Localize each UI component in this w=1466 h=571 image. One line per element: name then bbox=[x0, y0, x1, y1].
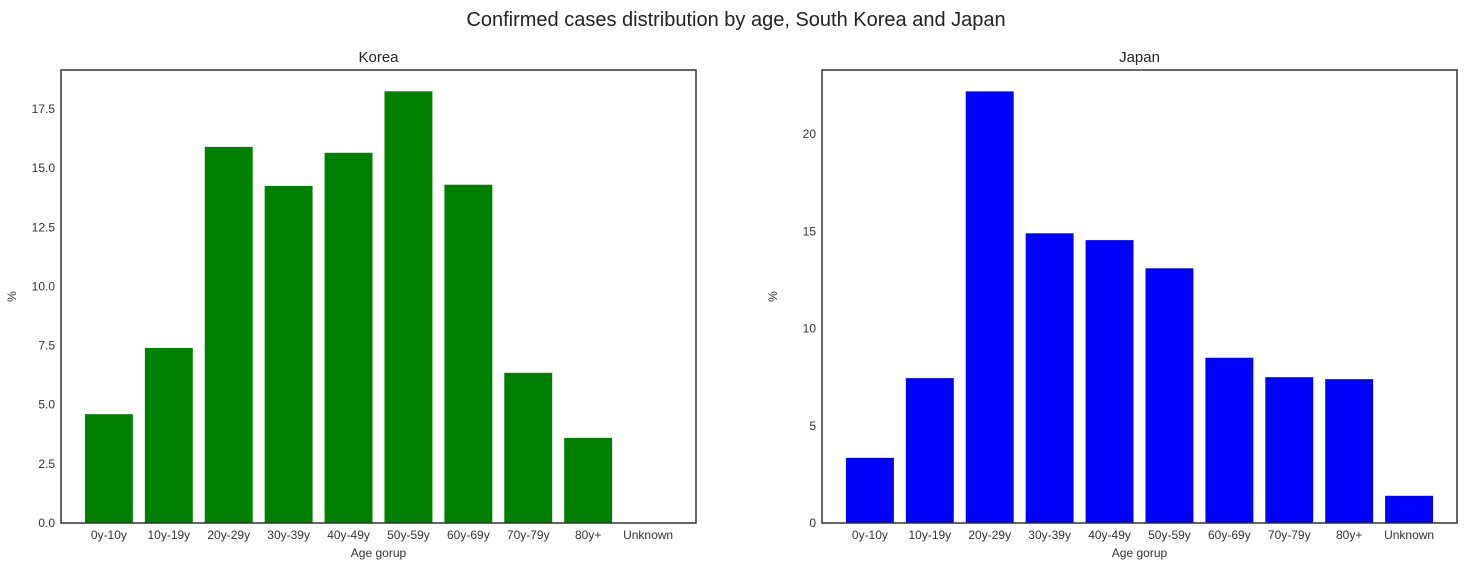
korea-bar-0 bbox=[84, 414, 133, 523]
korea-bar-5 bbox=[384, 91, 433, 523]
korea-ytick-label: 0.0 bbox=[38, 516, 55, 530]
japan-ytick-label: 15 bbox=[803, 224, 817, 238]
japan-bar-2 bbox=[965, 91, 1014, 523]
korea-xtick-label: 40y-49y bbox=[327, 528, 370, 542]
japan-ylabel: % bbox=[766, 291, 780, 302]
korea-ylabel: % bbox=[5, 291, 19, 302]
korea-xtick-label: Unknown bbox=[623, 528, 673, 542]
japan-bar-6 bbox=[1205, 357, 1254, 523]
japan-xtick-label: 40y-49y bbox=[1088, 528, 1131, 542]
korea-ytick-label: 17.5 bbox=[32, 102, 56, 116]
korea-ytick-label: 2.5 bbox=[38, 457, 55, 471]
japan-bar-3 bbox=[1025, 233, 1074, 523]
japan-ytick-label: 5 bbox=[809, 419, 816, 433]
korea-bar-4 bbox=[324, 152, 373, 524]
japan-title: Japan bbox=[1119, 49, 1160, 66]
japan-ytick-label: 10 bbox=[803, 322, 817, 336]
japan-axes-frame bbox=[821, 69, 1458, 524]
korea-xtick-label: 50y-59y bbox=[387, 528, 430, 542]
japan-bar-4 bbox=[1085, 240, 1134, 523]
korea-bar-7 bbox=[504, 372, 553, 523]
korea-bar-6 bbox=[444, 184, 493, 524]
japan-ytick-label: 0 bbox=[809, 516, 816, 530]
japan-xtick-label: 0y-10y bbox=[852, 528, 888, 542]
japan-bar-0 bbox=[845, 457, 894, 523]
korea-xtick-label: 70y-79y bbox=[507, 528, 550, 542]
japan-bar-5 bbox=[1145, 268, 1194, 523]
japan-ytick-label: 20 bbox=[803, 127, 817, 141]
korea-ytick-label: 10.0 bbox=[32, 279, 56, 293]
korea-ytick-label: 7.5 bbox=[38, 339, 55, 353]
korea-axes-frame bbox=[60, 69, 697, 524]
japan-bar-9 bbox=[1385, 495, 1434, 523]
japan-bar-1 bbox=[905, 378, 954, 523]
japan-xlabel: Age gorup bbox=[1112, 546, 1168, 560]
japan-xtick-label: 60y-69y bbox=[1208, 528, 1251, 542]
korea-bar-2 bbox=[204, 146, 253, 523]
korea-bar-1 bbox=[144, 347, 193, 523]
korea-ytick-label: 12.5 bbox=[32, 220, 56, 234]
korea-ytick-label: 5.0 bbox=[38, 398, 55, 412]
korea-title: Korea bbox=[358, 49, 399, 66]
japan-panel: 0 5 10 15 20 0y-10y 10y-19y 20y-29y 30y-39y 40y-4… bbox=[766, 49, 1458, 560]
japan-xtick-label: Unknown bbox=[1384, 528, 1434, 542]
korea-xtick-label: 10y-19y bbox=[147, 528, 190, 542]
korea-xtick-label: 60y-69y bbox=[447, 528, 490, 542]
korea-xtick-label: 30y-39y bbox=[267, 528, 310, 542]
japan-xtick-label: 30y-39y bbox=[1028, 528, 1071, 542]
korea-bar-8 bbox=[564, 437, 613, 523]
figure-title: Confirmed cases distribution by age, Sou… bbox=[466, 9, 1005, 31]
korea-bar-3 bbox=[264, 185, 313, 523]
korea-xtick-label: 20y-29y bbox=[207, 528, 250, 542]
korea-ytick-label: 15.0 bbox=[32, 161, 56, 175]
japan-xtick-label: 80y+ bbox=[1336, 528, 1362, 542]
korea-xtick-label: 0y-10y bbox=[91, 528, 127, 542]
korea-xtick-label: 80y+ bbox=[575, 528, 601, 542]
korea-xlabel: Age gorup bbox=[351, 546, 407, 560]
japan-xtick-label: 10y-19y bbox=[908, 528, 951, 542]
japan-bar-7 bbox=[1265, 377, 1314, 523]
japan-xtick-label: 70y-79y bbox=[1268, 528, 1311, 542]
japan-bar-8 bbox=[1325, 379, 1374, 523]
korea-panel: 0.0 2.5 5.0 7.5 10.0 12.5 15.0 17.5 0y-10y 10y-19… bbox=[5, 49, 697, 560]
japan-xtick-label: 50y-59y bbox=[1148, 528, 1191, 542]
japan-xtick-label: 20y-29y bbox=[968, 528, 1011, 542]
